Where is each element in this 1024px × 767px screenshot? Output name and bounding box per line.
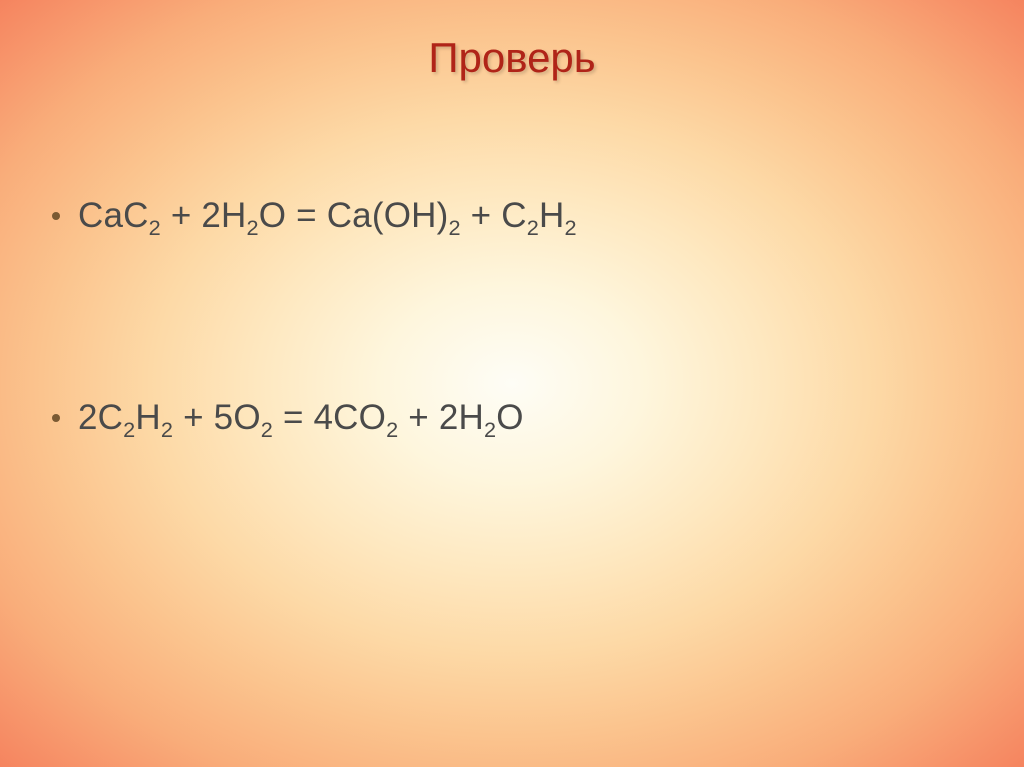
bullet-icon — [52, 414, 60, 422]
equation-row: 2C2H2 + 5O2 = 4CO2 + 2H2O — [52, 398, 972, 438]
bullet-icon — [52, 212, 60, 220]
equation-row: CaC2 + 2H2O = Ca(OH)2 + C2H2 — [52, 196, 972, 236]
slide-title: Проверь — [0, 34, 1024, 82]
slide-body: CaC2 + 2H2O = Ca(OH)2 + C2H2 2C2H2 + 5O2… — [52, 196, 972, 600]
slide: Проверь CaC2 + 2H2O = Ca(OH)2 + C2H2 2C2… — [0, 0, 1024, 767]
equation-1: CaC2 + 2H2O = Ca(OH)2 + C2H2 — [78, 196, 577, 236]
equation-2: 2C2H2 + 5O2 = 4CO2 + 2H2O — [78, 398, 524, 438]
